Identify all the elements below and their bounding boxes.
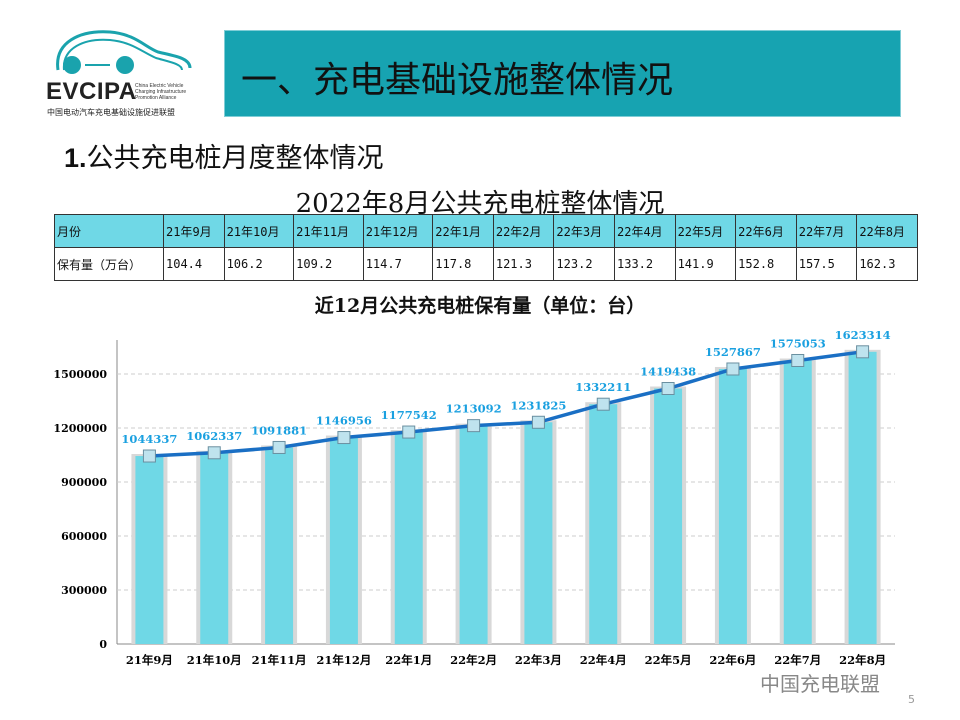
logo-chinese: 中国电动汽车充电基础设施促进联盟	[47, 108, 175, 117]
bar	[459, 425, 488, 644]
data-point	[661, 382, 675, 396]
data-label: 1332211	[575, 380, 631, 394]
x-tick-label: 22年1月	[385, 653, 432, 667]
month-cell: 21年11月	[293, 214, 364, 248]
y-tick-label: 900000	[61, 476, 107, 489]
data-label: 1419438	[640, 365, 696, 379]
x-tick-label: 22年3月	[515, 653, 562, 667]
data-point	[726, 362, 740, 376]
page-number: 5	[908, 693, 915, 706]
series-line	[149, 350, 863, 458]
bar	[848, 351, 877, 644]
page-title: 一、充电基础设施整体情况	[241, 60, 674, 101]
data-point	[531, 415, 545, 429]
x-tick-label: 22年7月	[774, 653, 821, 667]
data-point	[856, 345, 870, 359]
x-tick-label: 22年2月	[450, 653, 497, 667]
data-point	[207, 446, 221, 460]
month-cell: 22年3月	[553, 214, 615, 248]
data-label: 1177542	[381, 408, 437, 422]
x-tick-label: 22年4月	[580, 653, 627, 667]
data-label: 1527867	[705, 345, 761, 359]
month-cell: 22年4月	[614, 214, 676, 248]
data-point	[791, 353, 805, 367]
value-cell: 133.2	[614, 247, 676, 281]
y-tick-label: 1200000	[53, 422, 107, 435]
data-label: 1213092	[446, 402, 502, 416]
data-label: 1044337	[121, 432, 177, 446]
evcipa-logo	[40, 22, 210, 122]
data-label: 1091881	[251, 423, 307, 437]
data-point	[272, 440, 286, 454]
section-title: 1.公共充电桩月度整体情况	[64, 136, 384, 175]
chart-title: 近12月公共充电桩保有量（单位：台）	[314, 295, 646, 317]
bar	[654, 388, 683, 644]
data-point	[596, 397, 610, 411]
x-tick-label: 22年6月	[709, 653, 756, 667]
bar	[200, 452, 229, 644]
month-cell: 21年10月	[223, 214, 295, 248]
value-cell: 117.8	[432, 247, 494, 281]
value-cell: 104.4	[163, 247, 225, 281]
bar	[135, 456, 164, 644]
month-cell: 22年8月	[856, 214, 918, 248]
bar	[718, 368, 747, 644]
month-cell: 22年5月	[674, 214, 737, 248]
bar	[589, 404, 618, 644]
bar	[524, 422, 553, 644]
value-cell: 106.2	[223, 247, 295, 281]
value-cell: 114.7	[362, 247, 434, 281]
x-tick-label: 22年8月	[839, 653, 886, 667]
x-tick-label: 21年9月	[126, 653, 173, 667]
data-label: 1575053	[770, 336, 826, 350]
value-cell: 109.2	[293, 247, 364, 281]
x-tick-label: 21年10月	[187, 653, 242, 667]
x-tick-label: 21年12月	[316, 653, 371, 667]
value-cell: 141.9	[674, 247, 737, 281]
month-cell: 21年9月	[163, 214, 225, 248]
bar	[394, 432, 423, 644]
data-label: 1146956	[316, 414, 372, 428]
value-cell: 123.2	[553, 247, 615, 281]
section-text: 公共充电桩月度整体情况	[86, 143, 384, 174]
data-point	[402, 425, 416, 439]
data-label: 1623314	[835, 328, 891, 342]
month-cell: 21年12月	[362, 214, 434, 248]
data-label: 1231825	[510, 398, 566, 412]
watermark: 中国充电联盟	[760, 672, 880, 696]
value-cell: 162.3	[856, 247, 918, 281]
y-tick-label: 1500000	[53, 368, 107, 381]
value-cell: 152.8	[735, 247, 797, 281]
data-label: 1062337	[186, 429, 242, 443]
month-cell: 22年7月	[795, 214, 858, 248]
value-cell: 121.3	[492, 247, 555, 281]
y-tick-label: 0	[99, 638, 107, 651]
bar	[783, 360, 812, 644]
header-bar: 一、充电基础设施整体情况	[224, 30, 901, 117]
bar	[329, 437, 358, 644]
logo-english: China Electric Vehicle Charging Infrastr…	[135, 83, 187, 101]
x-tick-label: 21年11月	[252, 653, 307, 667]
row-label: 保有量（万台）	[54, 247, 164, 281]
data-point	[337, 431, 351, 445]
logo-wordmark: EVCIPA	[46, 78, 137, 105]
y-tick-label: 300000	[61, 584, 107, 597]
y-tick-label: 600000	[61, 530, 107, 543]
data-table: 月份 21年9月 21年10月 21年11月 21年12月 22年1月 22年2月 22年3月…	[54, 214, 918, 281]
value-cell: 157.5	[795, 247, 858, 281]
data-point	[142, 449, 156, 463]
header-label: 月份	[54, 214, 164, 248]
table-row: 保有量（万台） 104.4 106.2 109.2 114.7 117.8 121.3 123…	[54, 247, 918, 281]
data-point	[467, 419, 481, 433]
section-number: 1.	[64, 143, 87, 173]
bar	[265, 447, 294, 644]
x-tick-label: 22年5月	[645, 653, 692, 667]
